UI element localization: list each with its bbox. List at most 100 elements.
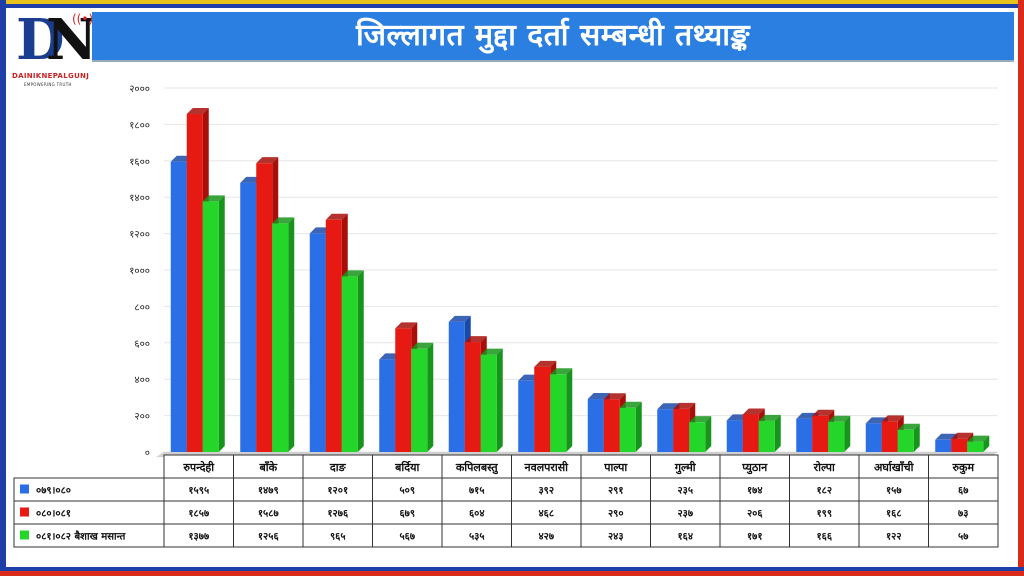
top-border-stripe-blue (0, 4, 1024, 8)
data-label: १२७६ (327, 509, 349, 520)
bar-top (742, 408, 765, 415)
data-label: १४७९ (258, 486, 279, 497)
bar-side (983, 435, 990, 452)
bar (411, 348, 428, 452)
data-label: ६७९ (399, 509, 415, 520)
bar (657, 409, 674, 452)
legend-label: ०८०।०८१ (36, 509, 71, 520)
bar (341, 276, 358, 452)
legend-swatch (20, 507, 29, 517)
right-border-stripe (1018, 0, 1024, 576)
data-label: ६७ (958, 486, 969, 497)
bar (395, 328, 412, 452)
bar (186, 114, 203, 452)
data-label: २९० (608, 509, 624, 520)
bar-top (550, 368, 573, 375)
bar-side (705, 416, 712, 452)
bar (534, 366, 551, 452)
data-label: ५०९ (399, 486, 415, 497)
bar (828, 421, 845, 452)
data-label: १८५७ (188, 509, 210, 520)
bar-top (202, 195, 225, 202)
category-label: बर्दिया (394, 460, 420, 474)
chart-title: जिल्लागत मुद्दा दर्ता सम्बन्धी तथ्याङ्क (356, 18, 750, 53)
bar (202, 201, 219, 452)
bar-top (689, 416, 712, 423)
bar-top (186, 108, 209, 115)
category-label: रोल्पा (813, 460, 836, 474)
bar (897, 429, 914, 452)
broadcast-icon: ((•)) (72, 12, 98, 26)
data-label: ४२७ (538, 532, 554, 543)
bar-top (951, 432, 974, 439)
bar-side (496, 348, 503, 452)
bottom-border-stripe-blue (0, 567, 1024, 571)
data-label: १६८ (886, 509, 902, 520)
data-label: ४६८ (538, 509, 554, 520)
y-tick-label: २००० (129, 84, 150, 95)
bar-top (534, 360, 557, 367)
data-label: ३९२ (538, 486, 554, 497)
bar (325, 219, 342, 452)
data-label: २९१ (608, 486, 624, 497)
bar-top (758, 414, 781, 421)
category-label: रुपन्देही (182, 460, 215, 474)
category-label: गुल्मी (674, 460, 697, 475)
bar-side (635, 401, 642, 452)
bar-top (619, 401, 642, 408)
y-tick-label: १८०० (129, 120, 150, 131)
logo-letter-n: N (46, 7, 98, 73)
bar-top (325, 213, 348, 220)
bar (673, 408, 690, 452)
y-tick-label: ६०० (134, 339, 150, 350)
bar (796, 418, 813, 452)
data-label: १५८७ (258, 509, 280, 520)
bar (587, 399, 604, 452)
y-tick-label: १४०० (129, 193, 150, 204)
bar-top (967, 435, 990, 442)
data-label: ७३ (958, 509, 968, 520)
data-label: २४३ (608, 532, 624, 543)
data-label: १६४ (677, 532, 693, 543)
left-border-stripe (0, 0, 6, 576)
bar (518, 380, 535, 452)
dainik-nepalgunj-logo: D N ((•)) DAINIKNEPALGUNJ EMPOWERING TRU… (6, 8, 98, 88)
data-label: १५७ (886, 486, 902, 497)
bar-top (828, 415, 851, 422)
bar-top (464, 336, 487, 343)
bar (951, 438, 968, 452)
category-label: अर्घाखाँची (874, 460, 915, 474)
bar (935, 439, 952, 452)
data-label: १८२ (816, 486, 832, 497)
bar (309, 233, 326, 452)
bar (550, 374, 567, 452)
bar (240, 182, 257, 452)
bar-side (844, 415, 851, 452)
y-tick-label: १२०० (129, 230, 150, 241)
bar (464, 342, 481, 452)
bar-side (357, 270, 364, 452)
bar-side (913, 423, 920, 452)
data-label: १७४ (747, 486, 763, 497)
bar-side (427, 342, 434, 452)
legend-label: ०८१।०८२ बैशाख मसान्त (36, 530, 127, 543)
data-label: १९९ (816, 509, 832, 520)
legend-swatch (20, 484, 29, 494)
logo-tagline: EMPOWERING TRUTH (24, 82, 72, 87)
bar-top (256, 157, 279, 164)
data-label: १५९५ (188, 486, 209, 497)
bar (619, 407, 636, 452)
data-label: २३५ (677, 486, 693, 497)
category-label: दाङ (329, 461, 347, 474)
data-label: १२२ (886, 532, 902, 543)
y-tick-label: १६०० (129, 157, 150, 168)
legend-label: ०७९।०८० (36, 486, 71, 497)
bar-top (897, 423, 920, 430)
y-tick-label: ० (145, 448, 150, 459)
bar-top (603, 393, 626, 400)
bar (758, 420, 775, 452)
data-label: १२५६ (258, 532, 280, 543)
bar-top (881, 415, 904, 422)
